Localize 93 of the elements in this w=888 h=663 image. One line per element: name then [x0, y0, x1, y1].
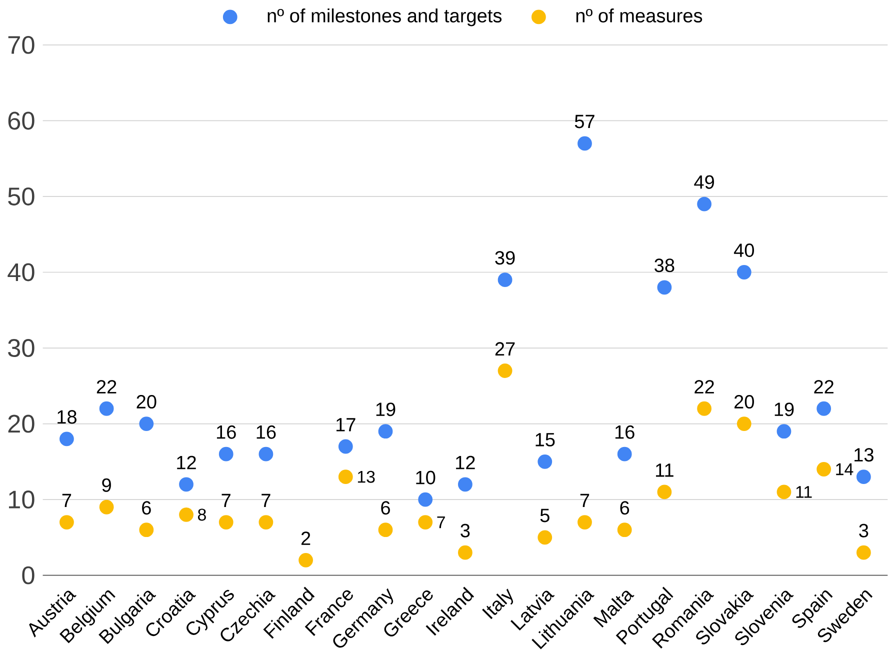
data-label: 11: [656, 463, 674, 476]
y-tick-label: 10: [8, 490, 34, 508]
data-label: 8: [198, 508, 206, 520]
point: [617, 446, 632, 462]
point: [338, 439, 353, 454]
data-label: 57: [574, 114, 594, 128]
data-label: 14: [836, 463, 854, 475]
y-tick-label: 0: [22, 566, 34, 584]
data-label: 7: [222, 494, 230, 507]
data-label: 20: [734, 394, 754, 408]
point: [498, 363, 512, 378]
point: [99, 401, 114, 416]
data-label: 13: [358, 470, 375, 483]
point: [578, 514, 592, 530]
point: [657, 484, 672, 499]
data-label: 12: [456, 456, 475, 469]
data-label: 16: [615, 425, 634, 439]
data-label: 2: [301, 531, 310, 545]
point: [60, 432, 74, 446]
data-label: 7: [62, 494, 72, 507]
point: [617, 522, 632, 537]
data-label: 12: [177, 456, 196, 469]
point: [458, 476, 472, 492]
data-label: 13: [854, 448, 874, 462]
point: [258, 514, 274, 530]
y-tick-label: 20: [8, 414, 34, 433]
point: [657, 280, 672, 294]
data-label: 10: [416, 470, 436, 484]
data-label: 9: [102, 478, 111, 492]
point: [418, 514, 433, 530]
point: [179, 507, 194, 522]
point: [338, 469, 353, 484]
data-label: 18: [58, 410, 76, 424]
data-label: 6: [381, 500, 390, 514]
point: [776, 484, 792, 499]
data-label: 3: [859, 524, 868, 538]
data-label: 40: [734, 243, 754, 257]
legend-label: nº of milestones and targets: [268, 8, 502, 26]
point: [697, 196, 712, 212]
data-label: 3: [460, 524, 470, 538]
data-label: 7: [262, 494, 270, 507]
point: [856, 545, 871, 560]
data-label: 16: [216, 425, 236, 439]
data-label: 22: [96, 380, 116, 394]
point: [816, 401, 832, 416]
data-label: 15: [536, 432, 555, 446]
data-label: 6: [142, 500, 151, 514]
data-label: 49: [694, 175, 714, 189]
point: [60, 514, 74, 530]
point: [538, 530, 552, 544]
point: [776, 424, 792, 438]
point: [736, 264, 752, 280]
data-label: 7: [580, 494, 590, 507]
data-label: 20: [136, 394, 156, 408]
data-label: 27: [495, 342, 515, 356]
point: [816, 462, 832, 476]
point: [378, 424, 393, 438]
point: [736, 416, 752, 431]
point: [856, 469, 871, 484]
y-tick-label: 50: [8, 187, 34, 206]
data-label: 17: [336, 418, 356, 432]
data-label: 22: [694, 380, 714, 394]
data-label: 38: [654, 258, 674, 272]
point: [458, 545, 472, 560]
point: [179, 476, 194, 492]
y-tick-label: 30: [8, 338, 34, 357]
point: [258, 446, 274, 462]
x-tick-label: Italy: [482, 588, 513, 619]
data-label: 19: [376, 402, 396, 416]
point: [498, 272, 512, 287]
point: [298, 552, 313, 568]
data-label: 39: [495, 250, 515, 264]
y-tick-label: 40: [8, 263, 34, 281]
point: [218, 514, 234, 530]
data-label: 5: [540, 508, 550, 522]
data-label: 11: [796, 486, 812, 498]
y-tick-label: 60: [8, 111, 34, 130]
point: [378, 522, 393, 537]
point: [218, 446, 234, 462]
point: [139, 416, 154, 431]
point: [418, 492, 433, 507]
point: [578, 136, 592, 150]
legend-label: nº of measures: [576, 8, 702, 22]
point: [99, 500, 114, 514]
point: [697, 401, 712, 416]
y-tick-label: 70: [8, 36, 34, 54]
point: [538, 454, 552, 469]
point: [139, 522, 154, 537]
data-label: 7: [437, 516, 445, 528]
data-label: 22: [814, 380, 834, 394]
data-label: 16: [256, 425, 276, 439]
data-label: 19: [774, 402, 794, 416]
data-label: 6: [620, 500, 630, 514]
